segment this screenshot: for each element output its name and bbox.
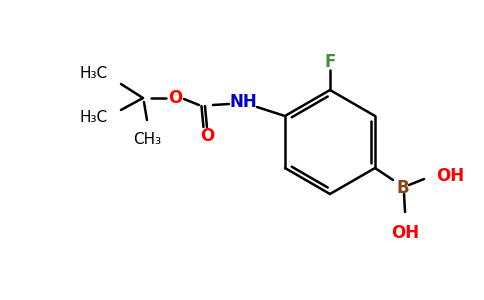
Text: OH: OH xyxy=(391,224,419,242)
Text: H₃C: H₃C xyxy=(80,110,108,125)
Text: OH: OH xyxy=(436,167,464,185)
Text: B: B xyxy=(397,179,409,197)
Text: O: O xyxy=(168,89,182,107)
Text: F: F xyxy=(324,53,336,71)
Text: O: O xyxy=(200,127,214,145)
Text: NH: NH xyxy=(229,93,257,111)
Text: H₃C: H₃C xyxy=(80,65,108,80)
Text: CH₃: CH₃ xyxy=(133,132,161,147)
